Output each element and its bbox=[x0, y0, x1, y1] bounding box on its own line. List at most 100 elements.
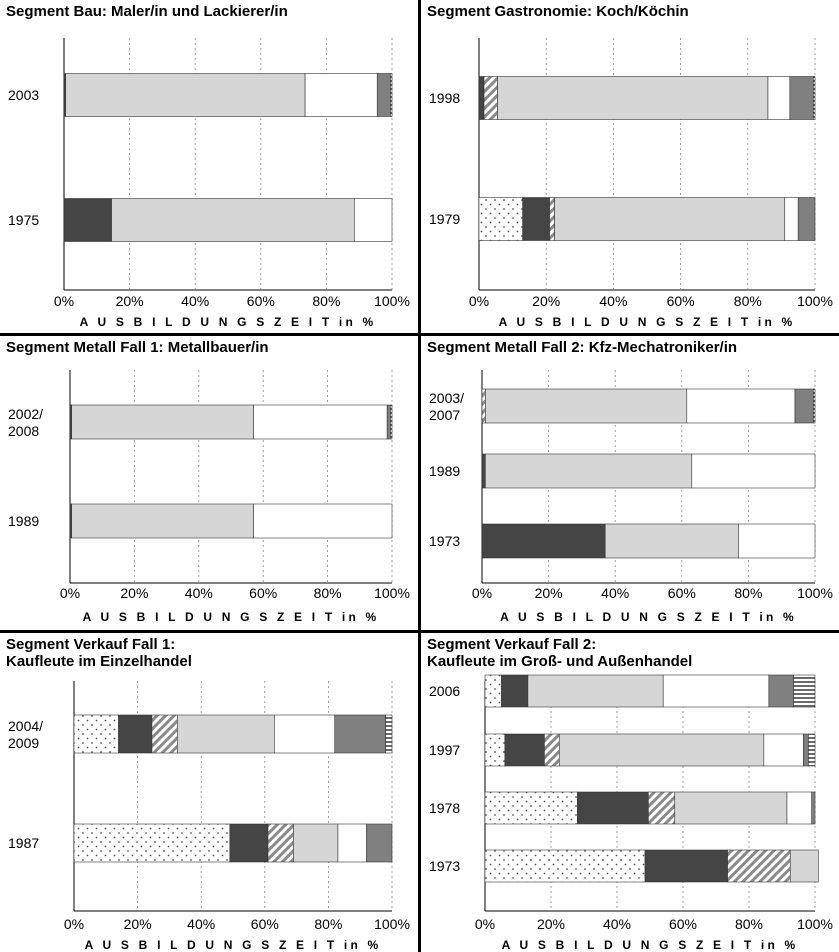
bar-segment-white bbox=[767, 76, 791, 120]
bar-1975 bbox=[63, 198, 393, 242]
bar-segment-white bbox=[304, 73, 378, 117]
bar-segment-medium bbox=[376, 73, 391, 117]
category-label: 2003/2007 bbox=[429, 390, 464, 423]
x-tick-label: 40% bbox=[599, 293, 627, 309]
bar-segment-medium bbox=[811, 791, 816, 825]
x-tick-label: 20% bbox=[535, 585, 563, 601]
bar-segment-hstripe bbox=[390, 404, 393, 440]
chart-svg: Segment Bau: Maler/in und Lackierer/in 20… bbox=[6, 3, 410, 329]
bar-segment-dots bbox=[484, 791, 578, 825]
x-tick-label: 40% bbox=[603, 916, 631, 932]
bar-segment-light bbox=[111, 198, 355, 242]
chart-title: Segment Bau: Maler/in und Lackierer/in bbox=[6, 3, 288, 20]
chart-panel-1: Segment Bau: Maler/in und Lackierer/in 20… bbox=[0, 0, 418, 333]
chart-panel-2: Segment Gastronomie: Koch/Köchin 1998 1979… bbox=[421, 0, 839, 333]
chart-panel-4: Segment Metall Fall 2: Kfz-Mechatroniker… bbox=[421, 336, 839, 630]
bar-segment-dark bbox=[478, 76, 485, 120]
bar-segment-medium bbox=[797, 197, 816, 241]
bar-1997 bbox=[484, 733, 816, 767]
x-tick-label: 0% bbox=[64, 916, 84, 932]
x-tick-label: 100% bbox=[797, 585, 833, 601]
bar-segment-light bbox=[485, 453, 693, 489]
bar-segment-white bbox=[274, 714, 336, 754]
bar-segment-white bbox=[253, 404, 388, 440]
x-tick-label: 40% bbox=[185, 585, 213, 601]
bar-segment-medium bbox=[789, 76, 814, 120]
bar-segment-diag bbox=[544, 733, 560, 767]
bar-segment-dark bbox=[118, 714, 153, 754]
x-tick-label: 80% bbox=[312, 293, 340, 309]
bar-2006 bbox=[484, 674, 816, 708]
category-label: 2006 bbox=[429, 683, 460, 699]
bar-segment-light bbox=[485, 388, 688, 424]
bar-2003 bbox=[63, 73, 393, 117]
panel-divider bbox=[0, 333, 839, 336]
bar-segment-light bbox=[71, 503, 254, 539]
x-tick-label: 100% bbox=[797, 916, 833, 932]
category-label: 1975 bbox=[8, 212, 39, 228]
bar-segment-white bbox=[662, 674, 770, 708]
x-tick-label: 100% bbox=[797, 293, 833, 309]
bar-segment-diag bbox=[267, 823, 294, 863]
bar-segment-dark bbox=[644, 849, 728, 883]
bar-segment-white bbox=[691, 453, 816, 489]
bar-segment-dots bbox=[73, 714, 119, 754]
bar-segment-light bbox=[71, 404, 254, 440]
bar-segment-light bbox=[558, 733, 765, 767]
bar-segment-medium bbox=[794, 388, 814, 424]
bar-segment-hstripe bbox=[808, 733, 816, 767]
bar-segment-light bbox=[527, 674, 664, 708]
bar-segment-diag bbox=[483, 76, 498, 120]
chart-svg: Segment Metall Fall 1: Metallbauer/in 200… bbox=[6, 339, 410, 624]
x-axis-label: A U S B I L D U N G S Z E I T in % bbox=[80, 315, 377, 329]
x-tick-label: 20% bbox=[124, 916, 152, 932]
bar-1989 bbox=[481, 453, 816, 489]
chart-svg: Segment Verkauf Fall 2: Kaufleute im Groß… bbox=[427, 636, 833, 952]
x-tick-label: 40% bbox=[187, 916, 215, 932]
bar-segment-light bbox=[789, 849, 819, 883]
x-axis-label: A U S B I L D U N G S Z E I T in % bbox=[500, 610, 797, 624]
x-tick-label: 20% bbox=[532, 293, 560, 309]
bar-segment-medium bbox=[334, 714, 386, 754]
bar-segment-medium bbox=[768, 674, 794, 708]
chart-title: Segment Metall Fall 1: Metallbauer/in bbox=[6, 339, 269, 356]
bar-segment-light bbox=[177, 714, 275, 754]
x-axis-label: A U S B I L D U N G S Z E I T in % bbox=[499, 315, 796, 329]
bar-segment-diag bbox=[727, 849, 791, 883]
category-label: 2002/2008 bbox=[8, 406, 43, 439]
bar-segment-dark bbox=[481, 453, 486, 489]
bar-segment-dots bbox=[73, 823, 231, 863]
bar-2003-2007 bbox=[481, 388, 816, 424]
bar-segment-diag bbox=[549, 197, 555, 241]
x-tick-label: 100% bbox=[374, 585, 410, 601]
category-label: 2003 bbox=[8, 87, 39, 103]
bar-segment-light bbox=[674, 791, 788, 825]
category-label: 1987 bbox=[8, 835, 39, 851]
x-tick-label: 80% bbox=[314, 585, 342, 601]
x-tick-label: 60% bbox=[249, 585, 277, 601]
bar-1998 bbox=[478, 76, 816, 120]
x-tick-label: 60% bbox=[667, 293, 695, 309]
bar-segment-dark bbox=[63, 198, 112, 242]
bar-segment-hstripe bbox=[793, 674, 816, 708]
x-tick-label: 20% bbox=[537, 916, 565, 932]
x-tick-label: 40% bbox=[181, 293, 209, 309]
x-tick-label: 20% bbox=[116, 293, 144, 309]
bar-segment-diag bbox=[481, 388, 486, 424]
bar-segment-white bbox=[784, 197, 799, 241]
bar-segment-white bbox=[786, 791, 813, 825]
bar-2002-2008 bbox=[69, 404, 393, 440]
bar-segment-dots bbox=[478, 197, 523, 241]
chart-title: Segment Gastronomie: Koch/Köchin bbox=[427, 3, 689, 20]
bar-segment-white bbox=[686, 388, 796, 424]
bar-segment-diag bbox=[648, 791, 676, 825]
bar-segment-dark bbox=[229, 823, 269, 863]
category-label: 1997 bbox=[429, 742, 460, 758]
chart-panel-6: Segment Verkauf Fall 2: Kaufleute im Groß… bbox=[421, 633, 839, 952]
bar-2004-2009 bbox=[73, 714, 393, 754]
chart-svg: Segment Metall Fall 2: Kfz-Mechatroniker… bbox=[427, 339, 833, 624]
bar-segment-white bbox=[337, 823, 367, 863]
x-tick-label: 80% bbox=[734, 585, 762, 601]
bar-segment-hstripe bbox=[390, 73, 393, 117]
